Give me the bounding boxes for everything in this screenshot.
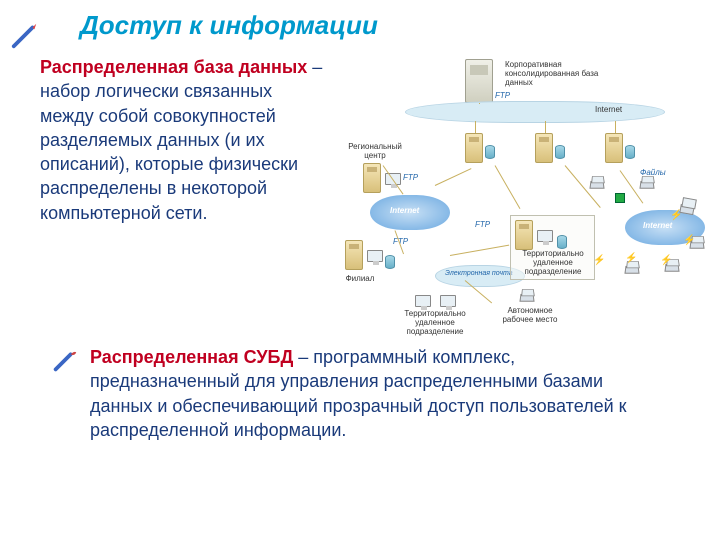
remote-server — [515, 220, 533, 250]
label-internet-top: Internet — [595, 106, 622, 115]
label-standalone: Автономное рабочее место — [495, 307, 565, 325]
term-db: Распределенная база данных — [40, 57, 307, 77]
mid-db-1 — [485, 145, 495, 159]
cloud-main — [405, 101, 665, 123]
bolt-3: ⚡ — [660, 255, 672, 266]
corp-server-icon — [465, 59, 493, 103]
brush-icon — [50, 345, 80, 375]
mid-server-3 — [605, 133, 623, 163]
label-regional: Региональный центр — [345, 143, 405, 161]
files-laptop-2 — [639, 181, 654, 189]
label-corp-db: Корпоративная консолидированная база дан… — [505, 61, 625, 87]
label-remote1: Территориально удаленное подразделение — [513, 250, 593, 276]
branch-monitor — [367, 250, 383, 262]
mid-db-3 — [625, 145, 635, 159]
label-ftp-top: FTP — [495, 91, 510, 100]
label-internet-left: Internet — [390, 207, 419, 216]
label-branch: Филиал — [340, 275, 380, 284]
page-title: Доступ к информации — [80, 10, 378, 41]
pencil-icon — [10, 20, 40, 50]
bolt-4: ⚡ — [625, 253, 637, 264]
laptop-r4 — [624, 266, 639, 274]
bolt-1: ⚡ — [670, 210, 682, 221]
label-ftp-2: FTP — [403, 173, 418, 182]
label-remote2: Территориально удаленное подразделение — [395, 310, 475, 336]
label-email: Электронная почта — [445, 270, 513, 277]
branch-db — [385, 255, 395, 269]
standalone-laptop — [519, 294, 534, 302]
term-dbms: Распределенная СУБД — [90, 347, 293, 367]
definition-dbms: Распределенная СУБД – программный компле… — [90, 345, 660, 442]
files-laptop-1 — [589, 181, 604, 189]
network-diagram: Корпоративная консолидированная база дан… — [335, 55, 710, 335]
bolt-2: ⚡ — [683, 235, 695, 246]
branch-server — [345, 240, 363, 270]
remote2-monitor — [415, 295, 431, 307]
bolt-5: ⚡ — [593, 255, 605, 266]
label-ftp-4: FTP — [475, 220, 490, 229]
mid-server-1 — [465, 133, 483, 163]
files-box-icon — [615, 193, 625, 203]
mid-server-2 — [535, 133, 553, 163]
remote-monitor — [537, 230, 553, 242]
remote2-monitor2 — [440, 295, 456, 307]
regional-server — [363, 163, 381, 193]
definition-db: Распределенная база данных – набор логич… — [40, 55, 330, 225]
mid-db-2 — [555, 145, 565, 159]
remote-db — [557, 235, 567, 249]
label-internet-right: Internet — [643, 222, 672, 231]
text-db: – набор логически связанных между собой … — [40, 57, 322, 223]
